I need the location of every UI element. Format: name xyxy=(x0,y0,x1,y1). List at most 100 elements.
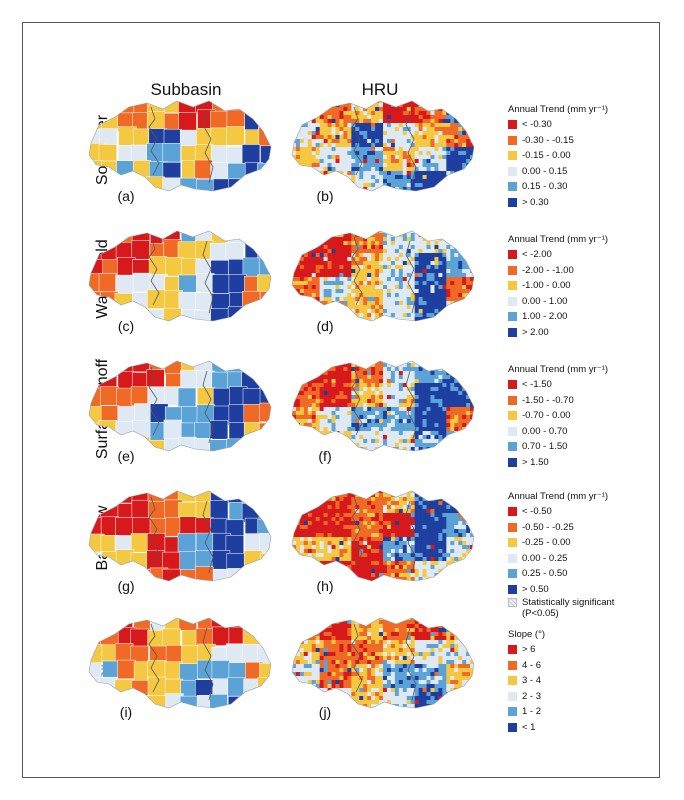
legend-swatch xyxy=(508,197,517,207)
legend-item: > 0.50 xyxy=(508,582,632,598)
legend-swatch xyxy=(508,660,517,670)
legend-label: > 0.30 xyxy=(522,196,549,208)
legend-label: > 0.50 xyxy=(522,583,549,595)
legend-item: -2.00 - -1.00 xyxy=(508,263,608,279)
legend-label: -0.70 - 0.00 xyxy=(522,410,571,422)
legend-item: < -2.00 xyxy=(508,247,608,263)
legend-label: > 2.00 xyxy=(522,326,549,338)
legend-swatch xyxy=(508,312,517,322)
legend-label: 0.25 - 0.50 xyxy=(522,568,568,580)
legend-surface-runoff: Annual Trend (mm yr⁻¹) < -1.50 -1.50 - -0.… xyxy=(508,363,608,470)
legend-title: Annual Trend (mm yr⁻¹) xyxy=(508,491,609,502)
map-subbasin-soil-water xyxy=(88,100,272,192)
legend-item: < 1 xyxy=(508,720,545,736)
legend-item: 1.00 - 2.00 xyxy=(508,309,608,325)
legend-title: Slope (°) xyxy=(508,629,546,640)
legend-item: > 1.50 xyxy=(508,455,608,471)
legend-item: 0.00 - 0.15 xyxy=(508,164,608,180)
legend-label: 0.00 - 0.70 xyxy=(522,425,568,437)
legend-swatch xyxy=(508,296,517,306)
legend-item: 0.25 - 0.50 xyxy=(508,566,632,582)
legend-label: > 6 xyxy=(522,644,536,656)
legend-swatch xyxy=(508,151,517,161)
legend-item: 0.00 - 1.00 xyxy=(508,294,608,310)
legend-item: 0.00 - 0.70 xyxy=(508,424,608,440)
legend-label: > 1.50 xyxy=(522,456,549,468)
legend-label: -0.25 - 0.00 xyxy=(522,537,571,549)
legend-label: 0.70 - 1.50 xyxy=(522,441,568,453)
legend-soil-water: Annual Trend (mm yr⁻¹) < -0.30 -0.30 - -0.… xyxy=(508,103,608,210)
legend-swatch xyxy=(508,166,517,176)
panel-label-c: (c) xyxy=(117,318,135,334)
panel-label-g: (g) xyxy=(117,578,135,594)
legend-item: 0.00 - 0.25 xyxy=(508,551,632,567)
column-header-subbasin: Subbasin xyxy=(150,80,222,99)
map-subbasin-baseflow xyxy=(88,490,272,582)
legend-item: < -0.50 xyxy=(508,504,632,520)
legend-item: > 2.00 xyxy=(508,325,608,341)
map-subbasin-surface-runoff xyxy=(88,360,272,452)
panel-label-e: (e) xyxy=(117,448,135,464)
legend-item: -0.15 - 0.00 xyxy=(508,148,608,164)
legend-item: 3 - 4 xyxy=(508,673,545,689)
legend-water-yield: Annual Trend (mm yr⁻¹) < -2.00 -2.00 - -1.… xyxy=(508,233,608,340)
map-subbasin-slope xyxy=(88,617,272,709)
legend-item: < -1.50 xyxy=(508,377,608,393)
legend-label: < 1 xyxy=(522,721,536,733)
column-header-hru: HRU xyxy=(361,80,399,99)
panel-label-i: (i) xyxy=(119,704,133,720)
legend-label: -0.30 - -0.15 xyxy=(522,134,574,146)
legend-label: Statistically significant (P<0.05) xyxy=(522,597,615,619)
legend-label: 3 - 4 xyxy=(522,675,542,687)
panel-label-a: (a) xyxy=(117,188,135,204)
legend-item: -0.25 - 0.00 xyxy=(508,535,632,551)
legend-item: 2 - 3 xyxy=(508,689,545,705)
legend-label: 0.00 - 0.25 xyxy=(522,552,568,564)
legend-swatch xyxy=(508,426,517,436)
legend-label: 4 - 6 xyxy=(522,659,542,671)
legend-item: -1.00 - 0.00 xyxy=(508,278,608,294)
legend-swatch xyxy=(508,442,517,452)
legend-item: > 0.30 xyxy=(508,195,608,211)
legend-swatch xyxy=(508,281,517,291)
legend-swatch xyxy=(508,691,517,701)
legend-item: -0.30 - -0.15 xyxy=(508,133,608,149)
legend-title: Annual Trend (mm yr⁻¹) xyxy=(508,234,609,245)
legend-item: > 6 xyxy=(508,642,545,658)
legend-item: 0.70 - 1.50 xyxy=(508,439,608,455)
panel-label-h: (h) xyxy=(316,578,334,594)
legend-item: < -0.30 xyxy=(508,117,608,133)
legend-label: 2 - 3 xyxy=(522,690,542,702)
legend-baseflow: Annual Trend (mm yr⁻¹) < -0.50 -0.50 - -0.… xyxy=(508,490,632,619)
legend-label: < -2.00 xyxy=(522,249,552,261)
legend-swatch xyxy=(508,250,517,260)
legend-label: -0.50 - -0.25 xyxy=(522,521,574,533)
legend-item: -0.70 - 0.00 xyxy=(508,408,608,424)
legend-item: -0.50 - -0.25 xyxy=(508,520,632,536)
panel-label-f: (f) xyxy=(318,448,332,464)
legend-label: 0.15 - 0.30 xyxy=(522,181,568,193)
map-hru-surface-runoff xyxy=(291,360,475,452)
legend-swatch xyxy=(508,120,517,130)
legend-swatch xyxy=(508,327,517,337)
legend-swatch xyxy=(508,569,517,579)
map-hru-soil-water xyxy=(291,100,475,192)
legend-swatch xyxy=(508,395,517,405)
legend-label: -2.00 - -1.00 xyxy=(522,264,574,276)
legend-item: 1 - 2 xyxy=(508,704,545,720)
hatch-swatch xyxy=(508,598,517,607)
map-hru-baseflow xyxy=(291,490,475,582)
legend-swatch xyxy=(508,584,517,594)
legend-label: -0.15 - 0.00 xyxy=(522,150,571,162)
legend-swatch xyxy=(508,135,517,145)
panel-label-b: (b) xyxy=(316,188,334,204)
legend-label: -1.50 - -0.70 xyxy=(522,394,574,406)
legend-label: -1.00 - 0.00 xyxy=(522,280,571,292)
legend-item: 0.15 - 0.30 xyxy=(508,179,608,195)
legend-label: 0.00 - 0.15 xyxy=(522,165,568,177)
legend-swatch xyxy=(508,457,517,467)
legend-label: 0.00 - 1.00 xyxy=(522,295,568,307)
legend-slope: Slope (°) > 6 4 - 6 3 - 4 2 - 3 1 - 2 < 1 xyxy=(508,628,545,735)
panel-label-d: (d) xyxy=(316,318,334,334)
panel-label-j: (j) xyxy=(318,704,332,720)
